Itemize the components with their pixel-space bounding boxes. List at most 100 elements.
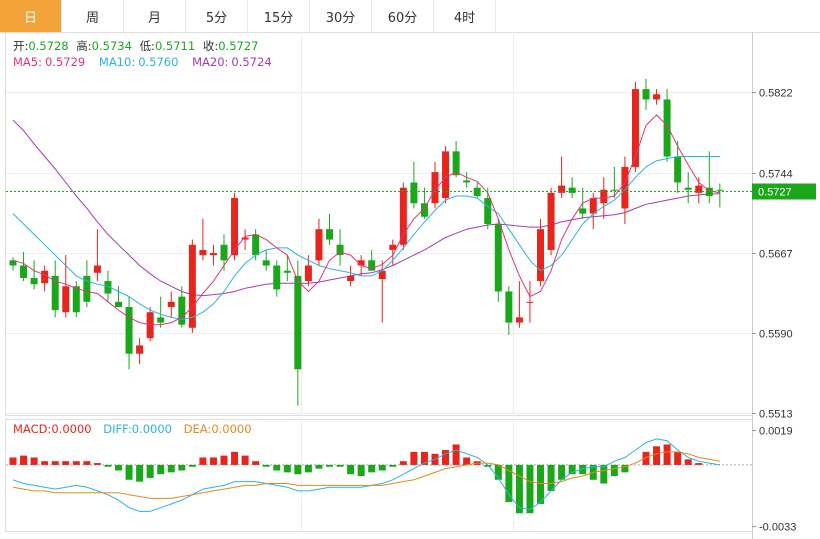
- candle-body: [188, 244, 196, 328]
- candle-body: [347, 275, 355, 282]
- macd-hist-bar: [252, 461, 260, 465]
- candle-body: [30, 277, 38, 285]
- ma5-value: 0.5729: [45, 55, 85, 69]
- candle-body: [231, 198, 239, 256]
- price-tick-label: 0.5513: [759, 409, 793, 421]
- macd-hist-bar: [241, 455, 249, 465]
- high-value: 0.5734: [92, 39, 132, 53]
- price-tick-label: 0.5822: [759, 88, 793, 100]
- macd-hist-bar: [600, 464, 608, 484]
- candle-body: [326, 229, 333, 240]
- macd-value: 0.0000: [51, 422, 91, 436]
- candle-body: [442, 151, 450, 199]
- macd-hist-bar: [167, 464, 175, 473]
- candle-body: [220, 244, 228, 261]
- macd-hist-bar: [104, 464, 112, 467]
- candle-body: [378, 270, 386, 280]
- ma20-label: MA20:: [192, 55, 228, 69]
- ma10-value: 0.5760: [138, 55, 178, 69]
- macd-hist-bar: [547, 464, 555, 491]
- candle-body: [136, 345, 144, 354]
- macd-hist-bar: [146, 464, 154, 478]
- macd-hist-bar: [20, 455, 28, 465]
- candle-body: [9, 260, 17, 266]
- macd-hist-bar: [199, 457, 207, 465]
- macd-hist-bar: [642, 451, 650, 465]
- macd-hist-bar: [115, 464, 122, 471]
- candle-body: [283, 270, 291, 273]
- macd-hist-bar: [442, 450, 450, 465]
- macd-dea-line: [12, 451, 720, 499]
- candle-body: [621, 166, 629, 209]
- close-label: 收:: [203, 39, 218, 53]
- tab-2[interactable]: 月: [124, 0, 186, 32]
- candle-body: [104, 281, 112, 294]
- macd-hist-bar: [30, 457, 38, 465]
- macd-hist-bar: [653, 446, 661, 465]
- tab-6[interactable]: 60分: [372, 0, 434, 32]
- high-label: 高:: [76, 39, 91, 53]
- candle-body: [484, 198, 492, 224]
- macd-hist-bar: [304, 464, 312, 473]
- candle-body: [72, 286, 80, 313]
- candle-body: [674, 156, 682, 183]
- macd-hist-bar: [526, 464, 534, 514]
- macd-hist-bar: [273, 464, 281, 471]
- price-tick-label: 0.5744: [759, 169, 793, 181]
- macd-hist-bar: [315, 464, 323, 469]
- candle-body: [452, 151, 460, 176]
- tab-0[interactable]: 日: [0, 0, 62, 32]
- chart-svg: 0.5822 0.5744 0.5667 0.5590 0.5513 0.0019 -0.0…: [5, 32, 816, 539]
- macd-legend: MACD:0.0000 DIFF:0.0000 DEA:0.0000: [13, 422, 252, 436]
- candle-body: [600, 189, 608, 204]
- macd-hist-bar: [336, 464, 344, 467]
- macd-hist-bar: [326, 464, 333, 467]
- candle-body: [547, 192, 555, 250]
- candle-body: [304, 265, 312, 282]
- macd-hist-bar: [621, 464, 629, 473]
- macd-hist-bar: [178, 464, 186, 471]
- macd-hist-bar: [515, 464, 523, 514]
- last-price-label: 0.5727: [758, 187, 792, 199]
- macd-hist-bar: [9, 457, 17, 465]
- candle-body: [642, 89, 650, 100]
- macd-hist-bar: [157, 464, 165, 475]
- close-value: 0.5727: [218, 39, 258, 53]
- tab-3[interactable]: 5分: [186, 0, 248, 32]
- macd-hist-bar: [347, 464, 355, 475]
- macd-hist-bar: [410, 451, 418, 465]
- candle-body: [157, 317, 165, 323]
- tab-7[interactable]: 4时: [434, 0, 496, 32]
- candle-body: [663, 99, 671, 157]
- candle-body: [241, 237, 249, 240]
- candle-body: [41, 270, 49, 284]
- tab-5[interactable]: 30分: [310, 0, 372, 32]
- candle-body: [167, 301, 175, 308]
- low-label: 低:: [140, 39, 155, 53]
- candle-body: [695, 185, 703, 193]
- macd-hist-bar: [136, 464, 144, 482]
- candle-body: [368, 260, 376, 271]
- macd-hist-bar: [188, 464, 196, 467]
- tab-1[interactable]: 周: [62, 0, 124, 32]
- candle-body: [610, 189, 618, 191]
- macd-hist-bar: [452, 444, 460, 465]
- open-value: 0.5728: [28, 39, 68, 53]
- dea-value: 0.0000: [211, 422, 251, 436]
- tab-4[interactable]: 15分: [248, 0, 310, 32]
- candle-body: [589, 198, 597, 214]
- ma10-label: MA10:: [99, 55, 135, 69]
- candle-body: [389, 244, 397, 250]
- candle-body: [93, 265, 101, 273]
- last-price-tag: [752, 183, 816, 200]
- candle-body: [515, 317, 523, 323]
- candle-body: [494, 224, 502, 292]
- macd-hist-bar: [357, 464, 365, 477]
- candle-body: [83, 275, 91, 302]
- macd-hist-bar: [579, 464, 587, 475]
- macd-label: MACD:: [13, 422, 51, 436]
- candle-body: [716, 189, 724, 191]
- open-label: 开:: [13, 39, 28, 53]
- ma20-value: 0.5724: [231, 55, 271, 69]
- low-value: 0.5711: [155, 39, 195, 53]
